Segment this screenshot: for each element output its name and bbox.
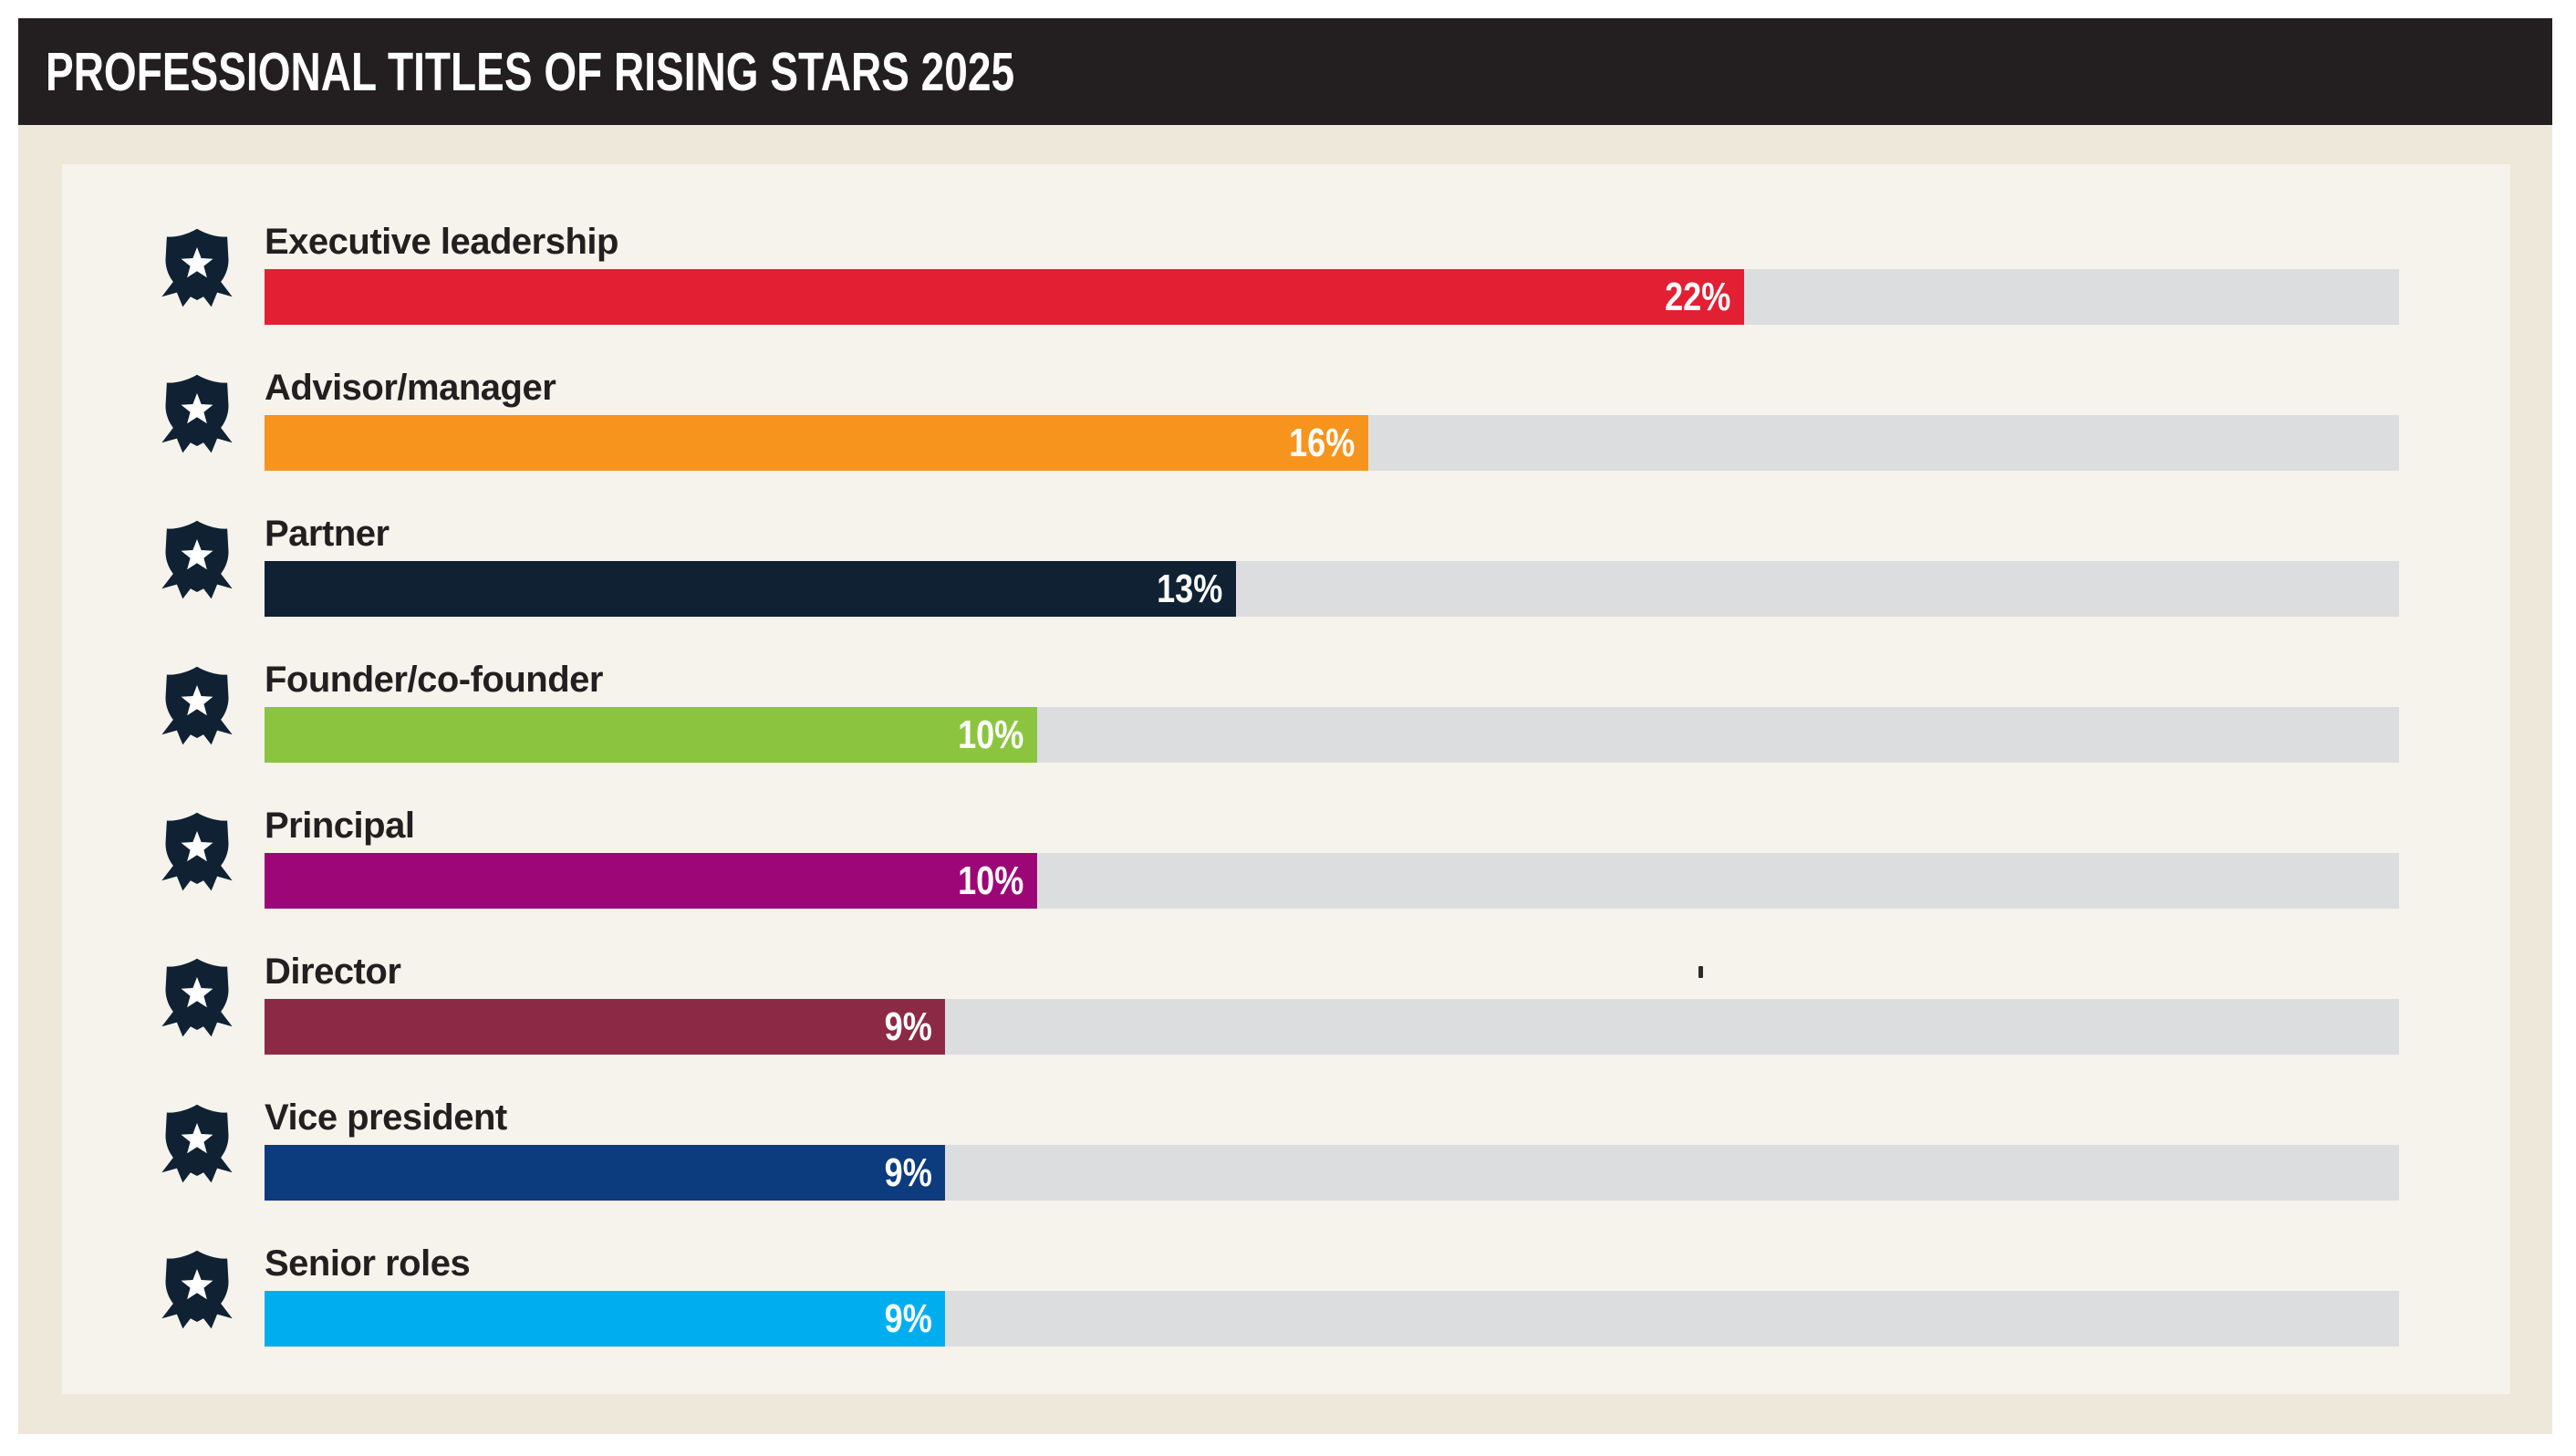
bar-track: 9%	[265, 1291, 2399, 1347]
value-bar: 9%	[265, 1145, 946, 1201]
award-badge-icon	[155, 794, 265, 940]
chart-row: Founder/co-founder 10%	[155, 648, 2399, 794]
value-bar: 9%	[265, 1291, 946, 1347]
award-badge-icon	[155, 940, 265, 1086]
chart-row: Director 9%	[155, 940, 2399, 1086]
award-badge-icon	[155, 1232, 265, 1378]
chart-row: Advisor/manager 16%	[155, 356, 2399, 502]
row-content: Founder/co-founder 10%	[265, 648, 2399, 794]
bar-track: 10%	[265, 853, 2399, 909]
value-label: 9%	[884, 1004, 932, 1049]
value-bar: 22%	[265, 269, 1744, 325]
chart-row: Partner 13%	[155, 502, 2399, 648]
chart-row: Senior roles 9%	[155, 1232, 2399, 1378]
chart-rows: Executive leadership 22% Advisor/manager…	[155, 210, 2399, 1378]
bar-track: 9%	[265, 1145, 2399, 1201]
row-content: Director 9%	[265, 940, 2399, 1086]
row-content: Vice president 9%	[265, 1086, 2399, 1232]
chart-title: PROFESSIONAL TITLES OF RISING STARS 2025	[46, 41, 1015, 102]
category-label: Founder/co-founder	[265, 660, 603, 700]
bar-track: 10%	[265, 707, 2399, 763]
value-bar: 10%	[265, 707, 1038, 763]
category-label: Senior roles	[265, 1243, 471, 1284]
value-bar: 13%	[265, 561, 1236, 617]
chart-panel: Executive leadership 22% Advisor/manager…	[62, 164, 2510, 1394]
bar-track: 16%	[265, 415, 2399, 471]
bar-track: 9%	[265, 999, 2399, 1055]
chart-row: Principal 10%	[155, 794, 2399, 940]
award-badge-icon	[155, 502, 265, 648]
award-badge-icon	[155, 648, 265, 794]
row-content: Advisor/manager 16%	[265, 356, 2399, 502]
value-label: 10%	[958, 858, 1024, 903]
value-label: 9%	[884, 1295, 932, 1341]
award-badge-icon	[155, 210, 265, 356]
value-label: 13%	[1156, 566, 1222, 611]
category-label: Executive leadership	[265, 222, 618, 262]
award-badge-icon	[155, 1086, 265, 1232]
chart-row: Executive leadership 22%	[155, 210, 2399, 356]
value-label: 9%	[884, 1149, 932, 1195]
category-label: Vice president	[265, 1097, 507, 1138]
category-label: Director	[265, 952, 401, 992]
category-label: Principal	[265, 806, 415, 846]
chart-canvas: PROFESSIONAL TITLES OF RISING STARS 2025…	[18, 18, 2552, 1434]
value-bar: 9%	[265, 999, 946, 1055]
bar-track: 22%	[265, 269, 2399, 325]
value-label: 16%	[1288, 420, 1356, 465]
value-bar: 16%	[265, 415, 1368, 471]
value-label: 22%	[1664, 274, 1730, 319]
chart-header: PROFESSIONAL TITLES OF RISING STARS 2025	[18, 18, 2552, 125]
award-badge-icon	[155, 356, 265, 502]
chart-row: Vice president 9%	[155, 1086, 2399, 1232]
row-content: Partner 13%	[265, 502, 2399, 648]
bar-track: 13%	[265, 561, 2399, 617]
category-label: Advisor/manager	[265, 368, 556, 408]
row-content: Executive leadership 22%	[265, 210, 2399, 356]
value-bar: 10%	[265, 853, 1038, 909]
row-content: Senior roles 9%	[265, 1232, 2399, 1378]
value-label: 10%	[958, 712, 1024, 757]
row-content: Principal 10%	[265, 794, 2399, 940]
stray-mark	[1698, 966, 1703, 978]
category-label: Partner	[265, 514, 390, 554]
